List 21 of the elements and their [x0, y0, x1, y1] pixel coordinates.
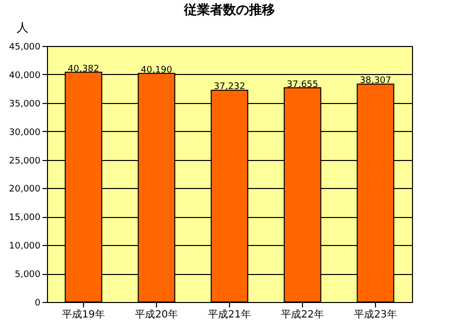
- x-tick-label: 平成19年: [62, 308, 105, 320]
- data-label: 37,232: [214, 82, 246, 92]
- y-tick-label: 45,000: [9, 42, 41, 52]
- y-tick-label: 20,000: [9, 184, 41, 195]
- y-tick-label: 30,000: [9, 128, 41, 138]
- y-axis-title: 人: [16, 20, 28, 34]
- x-tick-label: 平成22年: [281, 308, 324, 320]
- data-label: 37,655: [286, 80, 318, 90]
- y-tick-label: 35,000: [9, 99, 41, 110]
- x-tick-label: 平成21年: [208, 308, 251, 320]
- y-tick-label: 40,000: [9, 70, 41, 81]
- data-label: 40,382: [68, 64, 100, 74]
- x-tick-label: 平成23年: [354, 308, 397, 320]
- y-tick-label: 25,000: [9, 156, 41, 166]
- y-tick-label: 0: [34, 298, 41, 308]
- data-label: 40,190: [140, 65, 173, 76]
- x-tick-label: 平成20年: [135, 308, 178, 320]
- y-tick-label: 5,000: [14, 270, 41, 280]
- chart-title: 従業者数の推移: [183, 3, 275, 18]
- y-tick-label: 10,000: [9, 242, 41, 252]
- y-tick-label: 15,000: [9, 213, 41, 224]
